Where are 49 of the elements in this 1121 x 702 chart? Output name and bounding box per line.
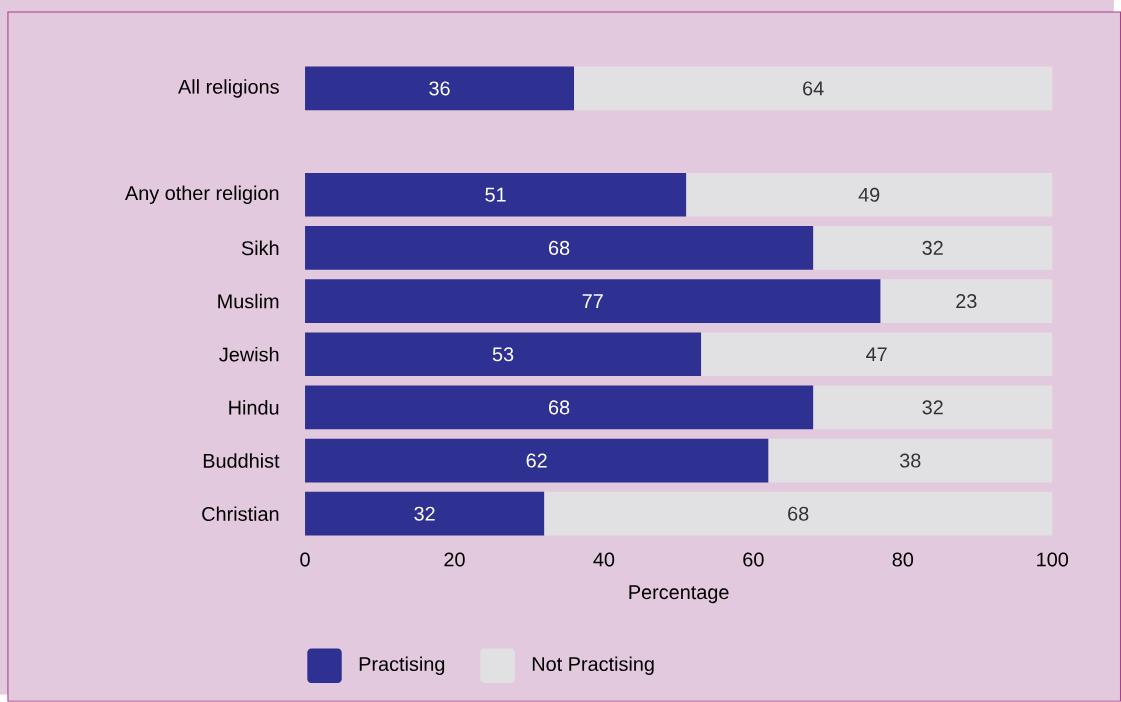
bar: [813, 385, 1053, 430]
data-label: 36: [429, 81, 450, 96]
legend-label: Not Practising: [532, 656, 654, 676]
y-tick-label: Any other religion: [125, 185, 279, 205]
y-tick-label: Sikh: [241, 240, 279, 256]
bar: [305, 173, 687, 217]
data-label: 32: [922, 400, 943, 415]
bar: [305, 385, 814, 430]
y-tick-label: Christian: [202, 506, 279, 522]
data-label: 68: [549, 241, 570, 256]
bar: [305, 279, 881, 324]
x-tick-label: 0: [300, 552, 310, 567]
y-tick-label: Muslim: [218, 293, 279, 309]
data-label: 51: [485, 187, 506, 202]
y-tick-label: Buddhist: [203, 453, 280, 468]
bar: [880, 279, 1053, 324]
data-label: 68: [788, 506, 809, 521]
bar: [305, 438, 769, 483]
y-tick-label: Jewish: [219, 347, 279, 362]
data-label: 62: [526, 453, 547, 468]
data-label: 47: [866, 347, 887, 362]
bar: [813, 226, 1053, 270]
legend-label: Practising: [359, 656, 445, 676]
x-tick-label: 100: [1037, 552, 1069, 567]
data-label: 32: [922, 241, 943, 256]
x-tick-label: 20: [444, 552, 465, 567]
x-tick-label: 40: [593, 552, 615, 567]
data-label: 38: [899, 453, 921, 468]
data-label: 32: [414, 506, 435, 521]
data-label: 77: [582, 294, 603, 309]
bar: [305, 226, 814, 270]
bar: [544, 492, 1053, 536]
data-label: 49: [858, 187, 880, 202]
x-tick-label: 60: [743, 552, 764, 567]
y-tick-label: All religions: [178, 79, 279, 98]
data-label: 53: [492, 347, 514, 362]
bar: [686, 173, 1053, 217]
x-axis-title: Percentage: [629, 585, 729, 604]
y-tick-label: Hindu: [229, 400, 279, 415]
data-label: 23: [956, 294, 977, 309]
bar: [305, 332, 702, 377]
bar: [701, 332, 1053, 377]
bar: [305, 66, 575, 111]
data-label: 68: [549, 400, 570, 415]
bar: [574, 66, 1053, 111]
data-label: 64: [803, 81, 824, 96]
bar: [768, 438, 1053, 483]
x-tick-label: 80: [892, 552, 914, 567]
bar: [305, 492, 545, 536]
